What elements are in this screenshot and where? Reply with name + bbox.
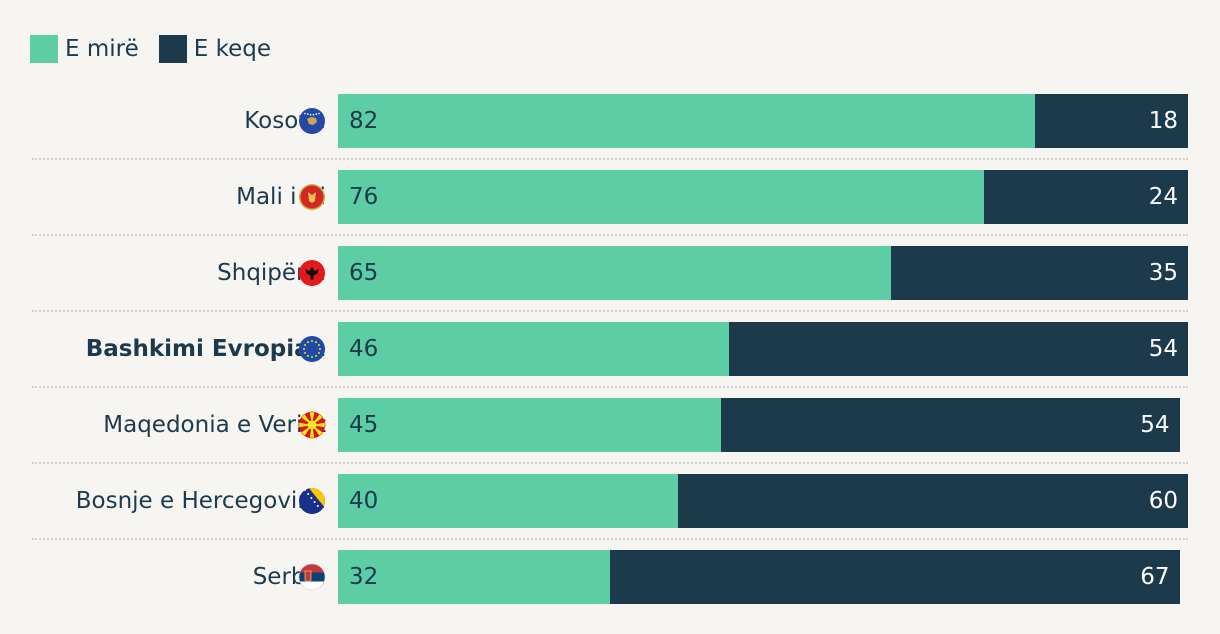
legend-swatch	[158, 35, 187, 63]
row-divider	[32, 310, 1188, 312]
bar-bad	[720, 398, 1180, 452]
bar-good	[338, 322, 729, 376]
albania-flag-icon	[299, 260, 325, 286]
value-label-good: 65	[349, 260, 379, 286]
bar-bad	[890, 246, 1188, 300]
bar-good	[338, 398, 721, 452]
value-label-bad: 18	[1148, 108, 1178, 134]
bar-bad	[1035, 94, 1188, 148]
legend-item: E keqe	[158, 35, 271, 63]
chart-row: Kosova 82 18	[0, 94, 1220, 148]
bar-good	[338, 246, 891, 300]
value-label-good: 82	[349, 108, 379, 134]
chart-row: Serbia 32 67	[0, 550, 1220, 604]
bar-good	[338, 170, 984, 224]
value-label-good: 76	[349, 184, 379, 210]
chart-row: Bosnje e Hercegovina 40 60	[0, 474, 1220, 528]
category-label: Bosnje e Hercegovina	[75, 488, 326, 514]
value-label-good: 45	[349, 412, 379, 438]
chart-row: Mali i Zi 76 24	[0, 170, 1220, 224]
eu-flag-icon	[299, 336, 325, 362]
legend-swatch	[30, 35, 58, 63]
value-label-good: 40	[349, 488, 379, 514]
bar-bad	[610, 550, 1180, 604]
value-label-bad: 35	[1148, 260, 1178, 286]
bar-good	[338, 474, 678, 528]
category-label: Maqedonia e Veriut	[103, 412, 326, 438]
row-divider	[32, 462, 1188, 464]
bar-bad	[984, 170, 1188, 224]
bar-good	[338, 94, 1035, 148]
value-label-bad: 54	[1148, 336, 1178, 362]
row-divider	[32, 234, 1188, 236]
legend: E mirë E keqe	[30, 33, 291, 65]
bosnia-flag-icon	[299, 488, 325, 514]
legend-item: E mirë	[30, 35, 139, 63]
bar-bad	[678, 474, 1188, 528]
legend-label: E mirë	[65, 36, 139, 62]
bar-bad	[729, 322, 1188, 376]
legend-label: E keqe	[193, 36, 271, 62]
value-label-bad: 54	[1140, 412, 1170, 438]
kosovo-flag-icon	[299, 108, 325, 134]
chart-row: Shqipëria 65 35	[0, 246, 1220, 300]
value-label-bad: 24	[1148, 184, 1178, 210]
value-label-good: 46	[349, 336, 379, 362]
chart-row: Bashkimi Evropian 46 54	[0, 322, 1220, 376]
value-label-good: 32	[349, 564, 379, 590]
row-divider	[32, 538, 1188, 540]
row-divider	[32, 386, 1188, 388]
north-macedonia-flag-icon	[298, 411, 326, 439]
value-label-bad: 67	[1140, 564, 1170, 590]
montenegro-flag-icon	[299, 184, 325, 210]
value-label-bad: 60	[1148, 488, 1178, 514]
serbia-flag-icon	[298, 563, 326, 591]
category-label: Bashkimi Evropian	[85, 336, 326, 362]
bar-good	[338, 550, 610, 604]
chart-row: Maqedonia e Veriut 45 54	[0, 398, 1220, 452]
row-divider	[32, 158, 1188, 160]
